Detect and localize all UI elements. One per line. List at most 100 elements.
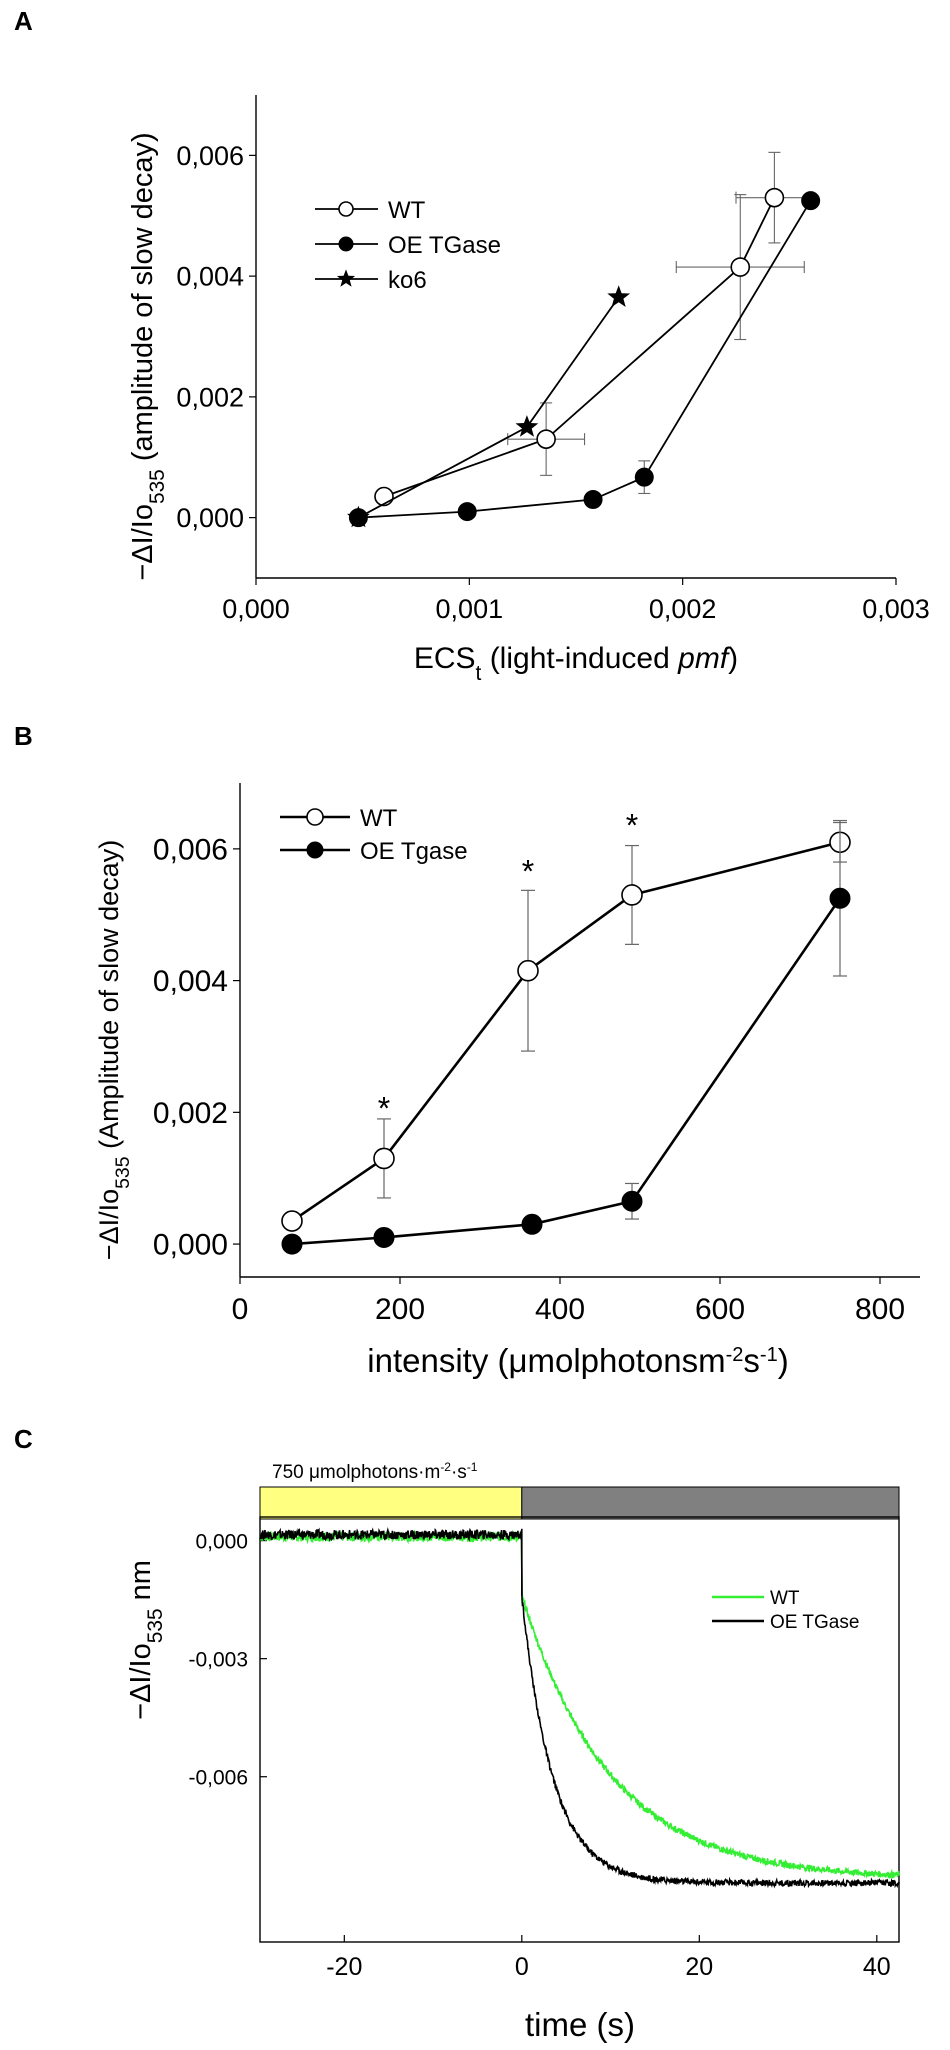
data-point: [621, 884, 643, 906]
x-axis-label: intensity (μmolphotonsm-2s-1): [367, 1342, 788, 1379]
data-point: [515, 415, 539, 437]
legend-label: WT: [770, 1588, 800, 1609]
x-axis-label-mid: s: [743, 1342, 760, 1379]
plot-frame: [259, 1516, 900, 1943]
x-tick-label: 800: [855, 1293, 905, 1326]
legend-marker: [306, 841, 324, 859]
x-axis-label-sup: -1: [760, 1344, 778, 1366]
data-point: [517, 959, 539, 982]
data-point: [621, 1190, 643, 1212]
legend-marker: [338, 201, 354, 217]
y-axis-label-sub: 535: [144, 1608, 167, 1643]
light-bar-label-mid: ·s: [451, 1462, 467, 1483]
y-axis-label-sub: 535: [146, 469, 169, 504]
series-line-0: [383, 197, 776, 498]
data-point: [829, 887, 851, 909]
y-tick-label: 0,002: [153, 1097, 228, 1130]
y-tick-label: 0,000: [176, 503, 244, 533]
y-axis-label: −ΔI/Io535 nm: [125, 1560, 167, 1720]
x-tick-label: 40: [863, 1953, 891, 1981]
data-point: [281, 1233, 303, 1255]
panel-label-a: A: [14, 6, 33, 36]
x-tick-label: -20: [326, 1953, 362, 1981]
significance-marker: *: [378, 1091, 390, 1127]
chart-b: 0 200 400 600 800 0,000 0,002 0,004 0,006 −ΔI/Io5…: [94, 783, 920, 1379]
light-off-bar: [521, 1486, 900, 1520]
y-tick-label: -0,003: [188, 1649, 248, 1672]
data-point: [373, 1226, 395, 1248]
y-tick-label: -0,006: [188, 1767, 248, 1790]
data-point: [373, 1147, 395, 1170]
light-on-bar: [259, 1486, 523, 1520]
x-tick-label: 0: [232, 1293, 249, 1326]
x-axis-label: time (s): [525, 2006, 635, 2043]
x-axis-label-sub: t: [476, 662, 482, 685]
x-tick-label: 20: [685, 1953, 713, 1981]
x-axis-label-main: ECS: [414, 642, 476, 675]
legend-label: WT: [388, 197, 426, 224]
data-point: [281, 1210, 303, 1232]
y-tick-label: 0,004: [176, 262, 244, 292]
data-point: [801, 191, 821, 211]
panel-label-b: B: [14, 721, 33, 751]
trace-0: [259, 1529, 900, 1879]
x-axis-label-main: intensity (μmolphotonsm: [367, 1342, 725, 1379]
y-tick-label: 0,000: [153, 1229, 228, 1262]
x-tick-label: 0: [515, 1953, 529, 1981]
series-line-1: [291, 897, 842, 1246]
legend-marker: [338, 236, 354, 252]
y-axis-label-rest: (Amplitude of slow decay): [94, 840, 124, 1157]
y-axis-label-rest: nm: [125, 1560, 157, 1608]
x-axis-label-end: ): [778, 1342, 789, 1379]
y-axis-label-rest: (amplitude of slow decay): [127, 132, 159, 469]
data-point: [457, 502, 477, 522]
x-tick-label: 0,000: [222, 594, 290, 624]
data-point: [607, 285, 631, 307]
data-point: [730, 257, 751, 277]
y-axis-label-main: −ΔI/Io: [127, 504, 159, 581]
legend-marker: [306, 808, 324, 826]
light-bar-label-main: 750 μmolphotons·m: [272, 1462, 440, 1483]
y-axis-label-main: −ΔI/Io: [125, 1643, 157, 1720]
y-tick-label: 0,006: [153, 833, 228, 866]
y-tick-label: 0,004: [153, 965, 228, 998]
x-axis-label-sup: -2: [726, 1344, 744, 1366]
legend-marker: [336, 269, 356, 287]
series-line-2: [357, 296, 620, 519]
x-axis-label-italic: pmf: [677, 642, 731, 675]
trace-1: [259, 1526, 900, 1889]
data-point: [374, 486, 394, 507]
data-point: [536, 429, 556, 449]
legend-label: WT: [360, 805, 398, 832]
y-tick-label: 0,006: [176, 141, 244, 171]
significance-marker: *: [522, 854, 534, 890]
x-tick-label: 0,003: [862, 594, 930, 624]
data-point: [347, 505, 370, 528]
y-axis-label: −ΔI/Io535 (amplitude of slow decay): [127, 132, 169, 580]
x-tick-label: 600: [695, 1293, 745, 1326]
x-axis-label-rest: (light-induced: [481, 642, 678, 675]
legend-label: ko6: [388, 267, 427, 294]
data-point: [764, 187, 785, 208]
panel-label-c: C: [14, 1424, 33, 1454]
series-line-0: [291, 841, 841, 1223]
chart-a: 0,000 0,001 0,002 0,003 0,000 0,002 0,004 0,006…: [127, 95, 930, 685]
data-point: [521, 1213, 543, 1235]
data-point: [634, 467, 654, 487]
y-axis-label-main: −ΔI/Io: [94, 1189, 124, 1260]
data-point: [583, 490, 603, 510]
legend-label: OE Tgase: [360, 838, 468, 865]
x-tick-label: 400: [535, 1293, 585, 1326]
light-bar-label-sup: -1: [467, 1460, 478, 1474]
x-tick-label: 200: [375, 1293, 425, 1326]
x-tick-label: 0,001: [436, 594, 504, 624]
y-axis-label: −ΔI/Io535 (Amplitude of slow decay): [94, 840, 134, 1260]
y-tick-label: 0,000: [195, 1531, 248, 1554]
legend-label: OE TGase: [770, 1612, 859, 1633]
light-bar-label: 750 μmolphotons·m-2·s-1: [272, 1460, 478, 1483]
legend-label: OE TGase: [388, 232, 501, 259]
x-axis-label-end: ): [728, 642, 738, 675]
y-tick-label: 0,002: [176, 382, 244, 412]
light-bar-label-sup: -2: [440, 1460, 451, 1474]
